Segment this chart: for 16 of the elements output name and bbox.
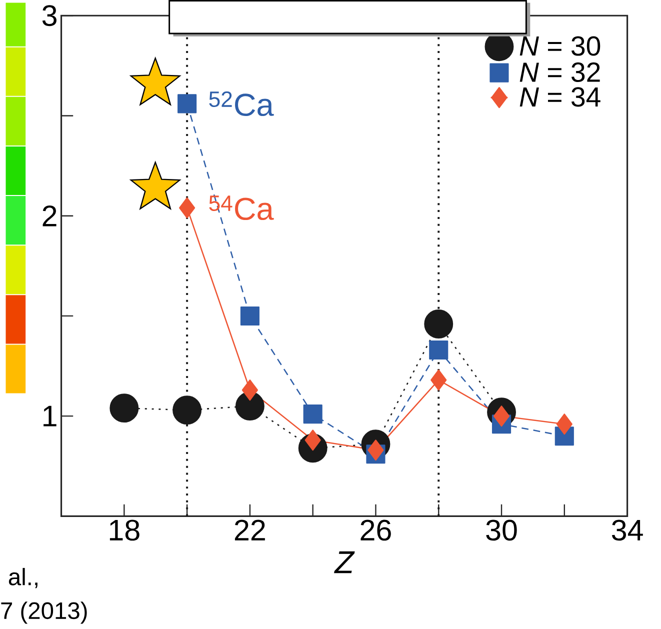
annotation: $^{54}$Ca bbox=[209, 196, 274, 220]
text: 7 (2013) bbox=[1, 602, 87, 624]
y-tick-label: 1 bbox=[44, 406, 56, 426]
annotation: $^{52}$Ca bbox=[209, 91, 274, 116]
text: al., bbox=[8, 568, 38, 588]
x-tick-label: 30 bbox=[486, 520, 517, 541]
y-tick-label: 3 bbox=[42, 5, 56, 26]
x-tick-label: 18 bbox=[110, 520, 140, 541]
y-tick-label: 2 bbox=[42, 205, 56, 226]
x-tick-label: 26 bbox=[360, 520, 391, 541]
legend-label: N = 34 bbox=[520, 87, 600, 107]
x-tick-label: 34 bbox=[612, 520, 643, 541]
legend-label: N = 30 bbox=[520, 36, 600, 56]
x-axis-title: Z bbox=[334, 551, 355, 574]
legend-label: N = 32 bbox=[520, 62, 600, 82]
x-tick-label: 22 bbox=[234, 520, 265, 540]
